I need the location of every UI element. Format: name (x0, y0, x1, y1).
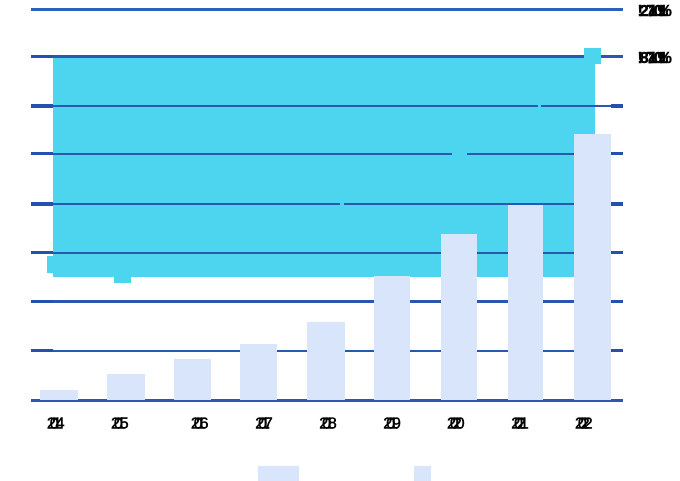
svg-text:2022: 2022 (575, 416, 593, 433)
svg-text:2019: 2019 (383, 416, 401, 433)
svg-text:2015: 2015 (111, 416, 129, 433)
svg-text:2017: 2017 (255, 416, 273, 433)
svg-text:2016: 2016 (191, 416, 209, 433)
svg-text:!271.01%: !271.01% (638, 3, 672, 20)
svg-text:2014: 2014 (47, 416, 65, 433)
svg-text:2020: 2020 (447, 416, 465, 433)
svg-text:2021: 2021 (511, 416, 529, 433)
svg-text:2018: 2018 (319, 416, 337, 433)
svg-text:!871.01%: !871.01% (638, 50, 672, 67)
